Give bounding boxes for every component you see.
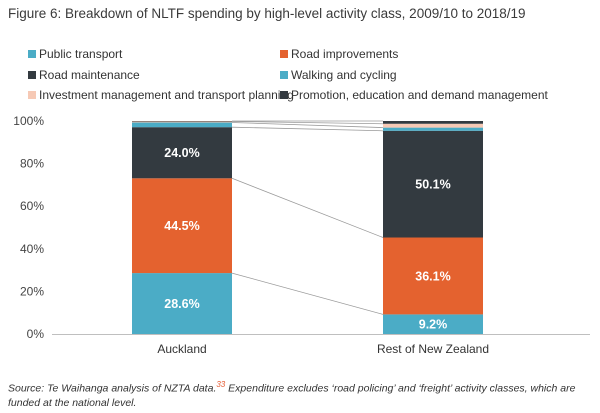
legend-swatch [28,91,36,99]
legend-swatch [280,50,288,58]
series-connector-line [231,272,384,315]
bar-segment-promotion-education-and-demand-management-auckland [132,121,232,122]
data-label: 9.2% [419,318,448,332]
source-reference[interactable]: 33 [216,380,226,389]
series-connector-line [231,121,384,125]
legend-label: Road improvements [291,47,399,61]
bar-segment-walking-and-cycling-auckland [132,122,232,128]
legend-swatch [28,50,36,58]
bar-segment-investment-management-and-transport-planning-rest-of-new-zealand [383,123,483,128]
bar-segment-road-maintenance-auckland [132,127,232,179]
bar-segment-public-transport-rest-of-new-zealand [383,314,483,334]
bar-segment-investment-management-and-transport-planning-auckland [132,121,232,123]
series-connector-line [231,177,384,238]
data-label: 24.0% [164,146,199,160]
legend-item-road-improvements: Road improvements [280,47,398,61]
series-connector-line [231,122,384,129]
bar-segment-walking-and-cycling-rest-of-new-zealand [383,127,483,131]
bar-segment-road-improvements-rest-of-new-zealand [383,237,483,315]
y-tick-label: 0% [27,327,45,341]
legend-item-promotion-education-and-demand-management: Promotion, education and demand manageme… [280,88,548,102]
source-rest: Expenditure excludes ‘road policing’ and… [8,382,576,409]
data-label: 28.6% [164,297,199,311]
bar-segment-public-transport-auckland [132,273,232,334]
y-tick-label: 20% [20,284,44,298]
y-tick-label: 80% [20,157,44,171]
data-label: 50.1% [415,178,450,192]
source-lead: Source: Te Waihanga analysis of NZTA dat… [8,382,217,395]
legend-swatch [28,70,36,79]
figure-title: Figure 6: Breakdown of NLTF spending by … [8,6,526,21]
chart-legend: Public transport Road improvements Road ma… [28,47,588,109]
y-tick-label: 100% [13,114,44,128]
legend-swatch [280,70,288,79]
x-category-label: Auckland [157,342,206,356]
legend-swatch [280,91,288,99]
bar-segment-promotion-education-and-demand-management-rest-of-new-zealand [383,121,483,124]
bar-segment-road-improvements-auckland [132,178,232,274]
legend-item-investment-management-and-transport-planning: Investment management and transport plan… [28,88,294,102]
data-label: 44.5% [164,219,199,233]
series-connector-line [231,126,384,132]
legend-item-walking-and-cycling: Walking and cycling [280,68,397,82]
legend-label: Investment management and transport plan… [39,88,294,102]
x-category-label: Rest of New Zealand [377,342,489,356]
source-note: Source: Te Waihanga analysis of NZTA dat… [8,378,593,410]
legend-label: Public transport [39,47,123,61]
data-label: 36.1% [415,269,450,283]
legend-item-public-transport: Public transport [28,47,122,61]
legend-label: Promotion, education and demand manageme… [291,88,548,102]
y-tick-label: 60% [20,199,44,213]
legend-label: Road maintenance [39,67,140,82]
bar-segment-road-maintenance-rest-of-new-zealand [383,130,483,238]
y-tick-label: 40% [20,242,44,256]
legend-item-road-maintenance: Road maintenance [28,68,140,82]
legend-label: Walking and cycling [291,67,397,82]
